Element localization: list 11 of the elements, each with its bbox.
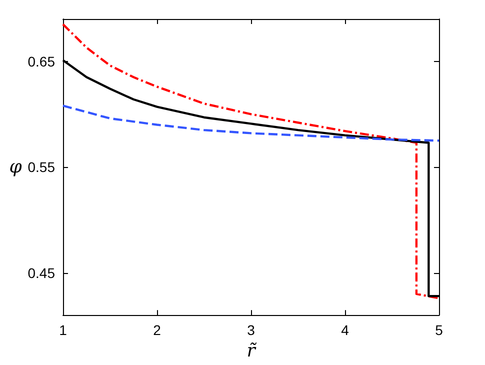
y-tick-label: 0.65 (28, 53, 56, 70)
x-tick-label: 3 (247, 322, 256, 338)
x-tick-label: 4 (341, 322, 350, 338)
line-series (62, 104, 440, 142)
x-axis-title: r̃ (246, 340, 258, 362)
x-tick-label: 1 (59, 322, 68, 338)
y-axis-title: φ (9, 156, 22, 178)
x-tick-label: 2 (153, 322, 162, 338)
y-tick-label: 0.55 (28, 159, 56, 176)
y-tick-label: 0.45 (28, 264, 56, 281)
x-tick-label: 5 (435, 322, 444, 338)
